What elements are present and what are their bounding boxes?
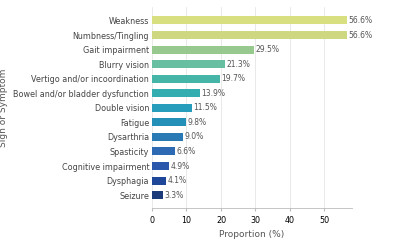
Bar [152, 133, 183, 141]
Text: 56.6%: 56.6% [348, 31, 373, 39]
Text: 4.1%: 4.1% [168, 176, 187, 185]
Text: 9.8%: 9.8% [187, 118, 206, 127]
Text: 29.5%: 29.5% [255, 45, 279, 54]
Text: 13.9%: 13.9% [201, 89, 225, 98]
Text: 6.6%: 6.6% [176, 147, 195, 156]
Text: 19.7%: 19.7% [221, 74, 245, 83]
Text: 9.0%: 9.0% [184, 132, 204, 141]
Y-axis label: Sign or Symptom: Sign or Symptom [0, 69, 8, 147]
Bar [152, 46, 254, 54]
Text: 3.3%: 3.3% [165, 191, 184, 200]
Bar [152, 191, 163, 199]
Bar [152, 104, 192, 112]
Text: 11.5%: 11.5% [193, 103, 217, 112]
Text: 4.9%: 4.9% [170, 161, 190, 171]
Text: 56.6%: 56.6% [348, 16, 373, 25]
Bar [152, 162, 169, 170]
X-axis label: Proportion (%): Proportion (%) [219, 231, 285, 239]
Bar [152, 118, 186, 126]
Text: 21.3%: 21.3% [227, 60, 251, 69]
Bar [152, 16, 347, 25]
Bar [152, 31, 347, 39]
Bar [152, 147, 175, 156]
Bar [152, 60, 226, 68]
Bar [152, 75, 220, 83]
Bar [152, 177, 166, 184]
Bar [152, 89, 200, 97]
